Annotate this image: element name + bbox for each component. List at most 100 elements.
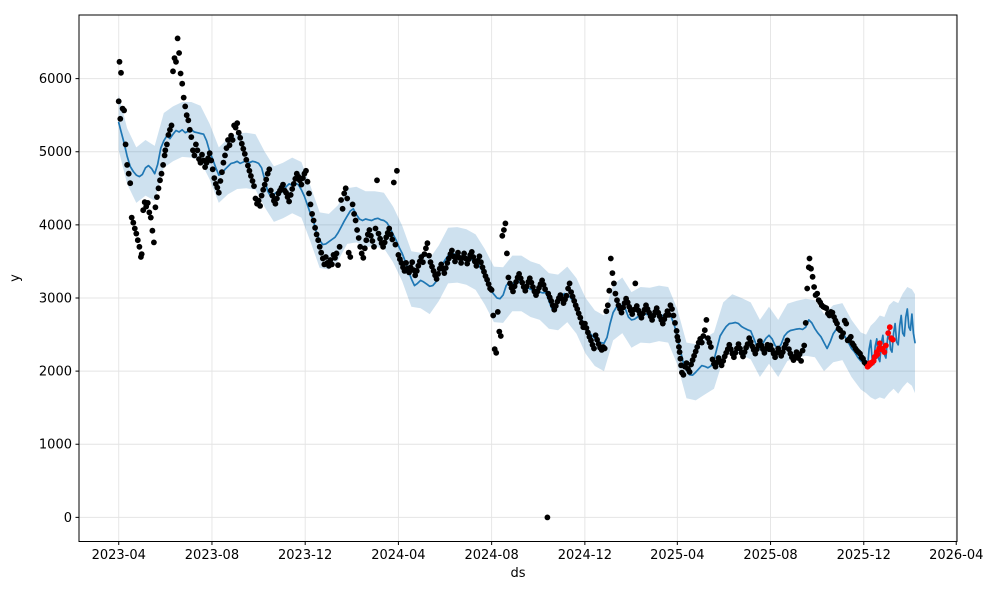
actual-point bbox=[423, 245, 429, 252]
actual-point bbox=[381, 239, 388, 246]
actual-point bbox=[154, 194, 160, 201]
actual-point bbox=[272, 200, 279, 207]
actual-point bbox=[374, 177, 380, 184]
actual-point bbox=[569, 293, 576, 300]
actual-point bbox=[468, 249, 475, 255]
actual-point bbox=[727, 346, 734, 353]
x-tick-label: 2025-04 bbox=[650, 548, 704, 563]
actual-point bbox=[206, 150, 213, 157]
actual-point bbox=[444, 260, 451, 266]
actual-point bbox=[607, 255, 614, 262]
actual-point bbox=[691, 352, 697, 359]
x-tick-label: 2023-04 bbox=[92, 548, 146, 563]
actual-point bbox=[485, 281, 492, 287]
actual-point bbox=[329, 261, 335, 268]
actual-point bbox=[516, 271, 522, 277]
actual-point bbox=[134, 237, 141, 244]
actual-point bbox=[413, 268, 420, 274]
actual-point bbox=[118, 69, 124, 76]
actual-point bbox=[332, 254, 338, 261]
y-tick-label: 1000 bbox=[39, 438, 72, 453]
actual-point bbox=[618, 309, 625, 316]
actual-point bbox=[241, 151, 248, 157]
actual-point bbox=[504, 250, 510, 257]
actual-point bbox=[747, 339, 754, 345]
actual-point bbox=[243, 156, 250, 163]
actual-point bbox=[659, 320, 666, 327]
actual-point bbox=[698, 339, 705, 346]
future-actual-point bbox=[883, 342, 889, 349]
actual-point bbox=[303, 167, 309, 174]
actual-point bbox=[442, 265, 449, 271]
actual-point bbox=[629, 311, 636, 317]
actual-point bbox=[394, 167, 400, 174]
actual-point bbox=[217, 178, 224, 184]
actual-point bbox=[220, 159, 227, 166]
y-tick-label: 3000 bbox=[39, 291, 72, 306]
actual-point bbox=[435, 271, 441, 277]
actual-point bbox=[757, 338, 763, 344]
actual-point bbox=[128, 214, 135, 221]
actual-point bbox=[286, 198, 292, 205]
actual-point bbox=[706, 339, 713, 346]
actual-point bbox=[542, 286, 548, 293]
actual-point bbox=[194, 147, 201, 154]
actual-point bbox=[563, 292, 570, 299]
actual-point bbox=[339, 205, 346, 212]
x-tick-label: 2024-08 bbox=[464, 548, 518, 563]
actual-point bbox=[582, 320, 588, 327]
actual-point bbox=[246, 167, 253, 174]
actual-point bbox=[540, 281, 547, 288]
actual-point bbox=[117, 115, 124, 122]
actual-point bbox=[513, 279, 519, 285]
actual-point bbox=[499, 232, 506, 239]
actual-point bbox=[341, 190, 348, 197]
actual-point bbox=[633, 303, 640, 309]
actual-point bbox=[694, 344, 701, 350]
actual-point bbox=[523, 283, 530, 290]
actual-point bbox=[806, 255, 813, 262]
actual-point bbox=[700, 333, 707, 339]
actual-point bbox=[151, 239, 157, 246]
actual-point bbox=[804, 285, 811, 292]
actual-point bbox=[441, 270, 448, 276]
actual-point bbox=[829, 309, 836, 316]
actual-point bbox=[147, 214, 154, 221]
x-tick-label: 2025-08 bbox=[743, 548, 797, 563]
actual-point bbox=[360, 254, 367, 261]
actual-point bbox=[338, 197, 344, 203]
actual-point bbox=[676, 349, 683, 355]
actual-point bbox=[464, 260, 471, 267]
actual-point bbox=[502, 220, 509, 227]
actual-point bbox=[530, 284, 536, 290]
actual-point bbox=[539, 277, 545, 284]
x-tick-label: 2026-04 bbox=[929, 548, 983, 563]
actual-point bbox=[683, 360, 690, 366]
actual-point bbox=[182, 103, 189, 110]
actual-point bbox=[226, 142, 233, 149]
actual-point bbox=[371, 243, 377, 250]
actual-point bbox=[673, 328, 680, 334]
actual-point bbox=[784, 337, 791, 344]
actual-point bbox=[767, 342, 774, 349]
actual-point bbox=[505, 274, 512, 281]
actual-point bbox=[248, 173, 254, 179]
actual-point bbox=[307, 201, 314, 208]
actual-point bbox=[406, 269, 412, 276]
actual-point bbox=[361, 245, 368, 252]
actual-point bbox=[363, 237, 370, 244]
actual-point bbox=[229, 137, 236, 143]
actual-point bbox=[752, 350, 759, 357]
actual-point bbox=[136, 243, 143, 250]
future-actual-point bbox=[874, 351, 881, 358]
actual-point bbox=[375, 230, 382, 237]
actual-point bbox=[703, 317, 710, 323]
actual-point bbox=[115, 98, 122, 105]
actual-point bbox=[249, 178, 256, 184]
actual-point bbox=[666, 311, 672, 318]
actual-point bbox=[494, 309, 501, 315]
actual-point bbox=[808, 265, 814, 272]
actual-point bbox=[190, 147, 196, 154]
actual-point bbox=[322, 254, 329, 260]
actual-point bbox=[209, 166, 216, 173]
